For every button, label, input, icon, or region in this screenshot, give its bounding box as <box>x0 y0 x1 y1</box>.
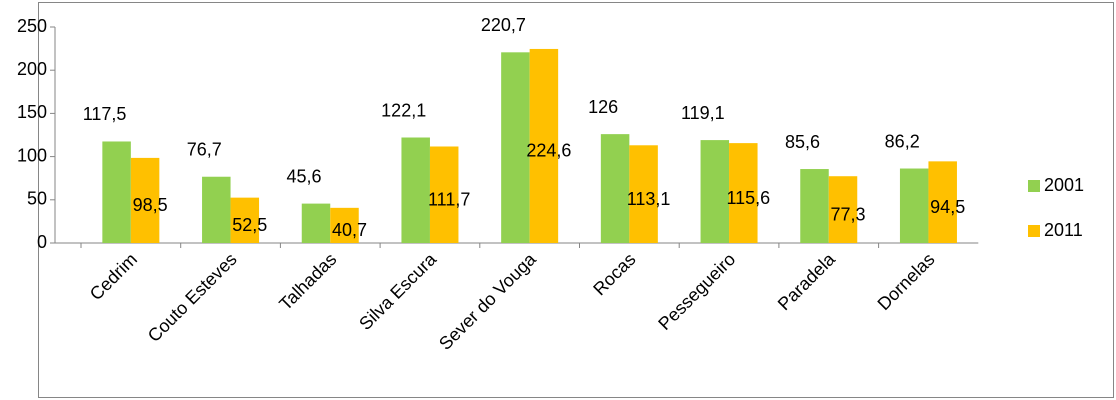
bar <box>401 137 430 243</box>
bar <box>429 146 459 243</box>
legend-label: 2001 <box>1044 175 1084 195</box>
bar <box>700 140 730 243</box>
bar <box>629 145 658 243</box>
bar <box>501 52 530 243</box>
bar <box>899 168 929 243</box>
y-tick-label: 200 <box>17 59 47 79</box>
value-label: 111,7 <box>428 189 470 209</box>
value-label: 119,1 <box>681 103 725 123</box>
y-tick-label: 50 <box>27 189 47 209</box>
value-label: 98,5 <box>133 195 168 215</box>
value-label: 117,5 <box>83 104 127 124</box>
value-label: 45,6 <box>286 166 321 186</box>
value-label: 40,7 <box>332 220 367 240</box>
bar <box>130 157 160 243</box>
bar <box>600 134 630 243</box>
legend-swatch <box>1028 180 1040 192</box>
value-label: 115,6 <box>726 188 770 208</box>
bar <box>928 161 957 243</box>
y-tick-label: 250 <box>17 16 47 36</box>
value-label: 85,6 <box>785 132 820 152</box>
value-label: 94,5 <box>930 197 965 217</box>
bar <box>230 197 260 243</box>
legend-label: 2011 <box>1044 220 1083 240</box>
value-label: 122,1 <box>381 100 426 120</box>
bar <box>330 207 359 243</box>
bar <box>729 143 758 243</box>
value-label: 52,5 <box>232 215 267 235</box>
value-label: 113,1 <box>627 189 671 209</box>
bar <box>529 48 559 243</box>
value-label: 86,2 <box>885 131 920 151</box>
legend-swatch <box>1028 225 1040 237</box>
value-label: 76,7 <box>187 139 222 159</box>
bar <box>202 176 231 243</box>
bar <box>301 203 331 243</box>
value-label: 220,7 <box>481 15 526 35</box>
y-tick-label: 0 <box>37 232 47 252</box>
bar <box>102 141 131 243</box>
y-tick-label: 150 <box>17 102 47 122</box>
value-label: 126 <box>588 97 618 117</box>
y-tick-label: 100 <box>17 145 47 165</box>
bar <box>800 169 829 243</box>
value-label: 77,3 <box>830 204 865 224</box>
bar <box>828 176 858 243</box>
value-label: 224,6 <box>526 141 571 161</box>
